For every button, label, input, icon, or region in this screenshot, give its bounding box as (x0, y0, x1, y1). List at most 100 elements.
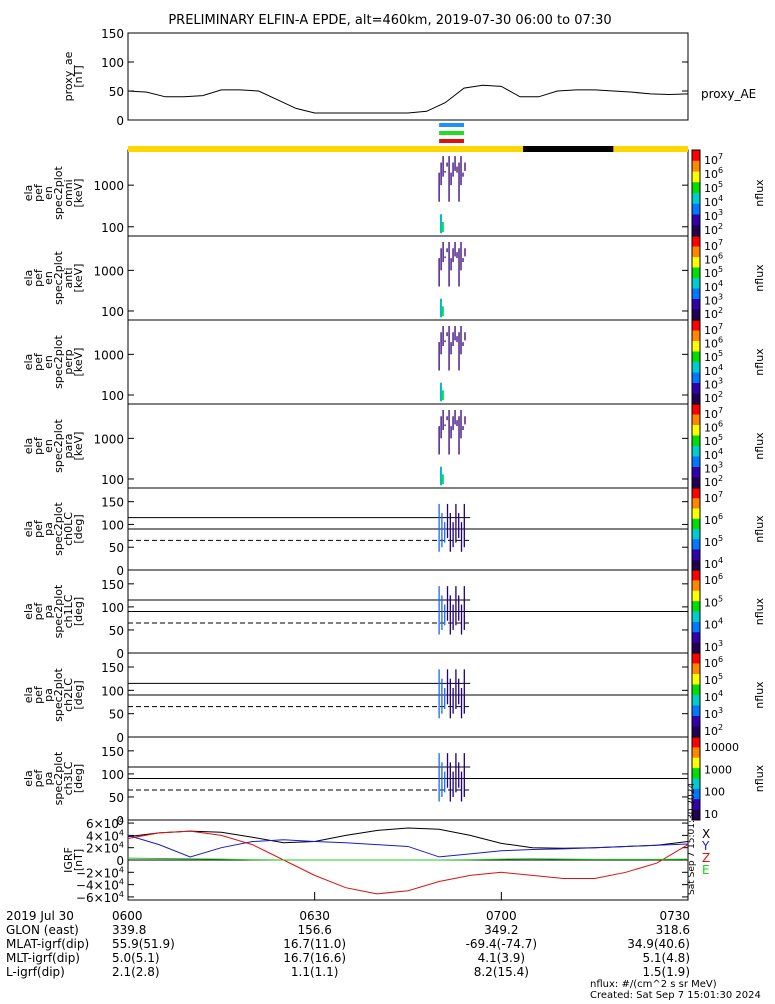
colorbar: 107 106 105 104 nflux (691, 487, 766, 571)
y-tick-label: 100 (101, 221, 124, 235)
colorbar-segment (692, 470, 700, 475)
y-axis-label: pef (32, 268, 45, 287)
colorbar-segment (692, 757, 700, 762)
colorbar-segment (692, 611, 700, 616)
y-axis-label: spec2plot (52, 668, 65, 722)
colorbar-segment (692, 178, 700, 183)
y-tick-exponent: 4 (119, 816, 124, 825)
colorbar-tick-label: 104 (704, 194, 723, 209)
ephemeris-row-label: MLT-igrf(dip) (6, 951, 80, 965)
colorbar-segment (692, 449, 700, 454)
colorbar-tick-label: 104 (704, 617, 723, 632)
y-axis-label: ela (22, 687, 35, 704)
colorbar-segment (692, 511, 700, 516)
colorbar-segment (692, 688, 700, 692)
ephemeris-value: 339.8 (112, 923, 146, 937)
colorbar-segment (692, 684, 700, 689)
colorbar-segment (692, 621, 700, 626)
colorbar-segment (692, 695, 700, 699)
ephemeris-row-label: L-igrf(dip) (6, 965, 65, 979)
y-axis-label: en (42, 439, 55, 453)
colorbar-tick-label: 107 (704, 152, 723, 167)
colorbar-segment (692, 171, 700, 176)
colorbar-label: nflux (753, 432, 766, 460)
status-bar-black (523, 146, 614, 152)
colorbar-segment (692, 529, 700, 533)
colorbar-tick-exponent: 5 (718, 433, 723, 442)
colorbar-segment (692, 656, 700, 661)
ephemeris-value: 0730 (659, 909, 690, 923)
colorbar-segment (692, 628, 700, 633)
colorbar-tick-exponent: 7 (718, 152, 723, 161)
ephemeris-value: 5.1(4.8) (642, 951, 690, 965)
colorbar-segment (692, 316, 700, 321)
colorbar-segment (692, 608, 700, 612)
colorbar-segment (692, 761, 700, 766)
colorbar-segment (692, 681, 700, 685)
colorbar-segment (692, 505, 700, 509)
colorbar-label: nflux (753, 179, 766, 207)
y-tick-label: 1000 (93, 264, 124, 278)
y-tick-exponent: 4 (119, 878, 124, 887)
colorbar-tick-label: 105 (704, 534, 723, 549)
colorbar-segment (692, 299, 700, 303)
igrf-series-y (127, 834, 689, 858)
colorbar-segment (692, 539, 700, 544)
ephemeris-value: 156.6 (297, 923, 331, 937)
colorbar-segment (692, 421, 700, 426)
colorbar-segment (692, 498, 700, 503)
colorbar-segment (692, 407, 700, 412)
colorbar-segment (692, 501, 700, 506)
colorbar-tick-exponent: 2 (718, 222, 723, 231)
y-tick-label: 150 (101, 745, 124, 759)
colorbar-segment (692, 570, 700, 574)
colorbar-segment (692, 348, 700, 352)
colorbar-segment (692, 580, 700, 585)
colorbar-segment (692, 488, 700, 492)
colorbar-segment (692, 288, 700, 293)
y-tick-label: 1000 (93, 432, 124, 446)
colorbar-segment (692, 635, 700, 640)
colorbar-segment (692, 702, 700, 706)
colorbar-tick-exponent: 4 (718, 194, 723, 203)
colorbar-segment (692, 257, 700, 261)
colorbar-segment (692, 642, 700, 647)
colorbar-tick-exponent: 5 (718, 534, 723, 543)
colorbar-segment (692, 614, 700, 619)
colorbar-segment (692, 418, 700, 422)
y-tick-label: 100 (101, 473, 124, 487)
ephemeris-value: 1.5(1.9) (642, 965, 690, 979)
colorbar-segment (692, 809, 700, 814)
y-axis-label: ch0LC (62, 512, 75, 546)
colorbar-tick-label: 104 (704, 556, 723, 571)
y-tick-label: 100 (101, 601, 124, 615)
igrf-legend-e: E (702, 863, 710, 877)
colorbar-segment (692, 802, 700, 807)
ephemeris-row-label: 2019 Jul 30 (6, 909, 74, 923)
colorbar-segment (692, 535, 700, 540)
y-tick-label: 50 (109, 791, 124, 805)
ephemeris-value: 34.9(40.6) (627, 937, 690, 951)
y-axis-label: pa (42, 605, 55, 619)
colorbar-tick-label: 102 (704, 222, 723, 237)
colorbar-segment (692, 733, 700, 738)
y-axis-label: ela (22, 185, 35, 202)
colorbar-tick-label: 106 (704, 166, 723, 181)
colorbar-segment (692, 546, 700, 550)
y-axis-label: omni (62, 179, 75, 206)
colorbar-tick-label: 106 (704, 655, 723, 670)
colorbar-segment (692, 816, 700, 821)
y-tick-label: 50 (109, 541, 124, 555)
colorbar-segment (692, 232, 700, 237)
igrf-series-e (127, 857, 689, 861)
colorbar-segment (692, 549, 700, 554)
colorbar-segment (692, 446, 700, 450)
colorbar-segment (692, 566, 700, 571)
ephemeris-value: 16.7(16.6) (283, 951, 346, 965)
igrf-series-x (127, 827, 689, 849)
colorbar-tick-exponent: 3 (718, 376, 723, 385)
y-axis-label: [keV] (72, 348, 85, 377)
colorbar-segment (692, 716, 700, 720)
